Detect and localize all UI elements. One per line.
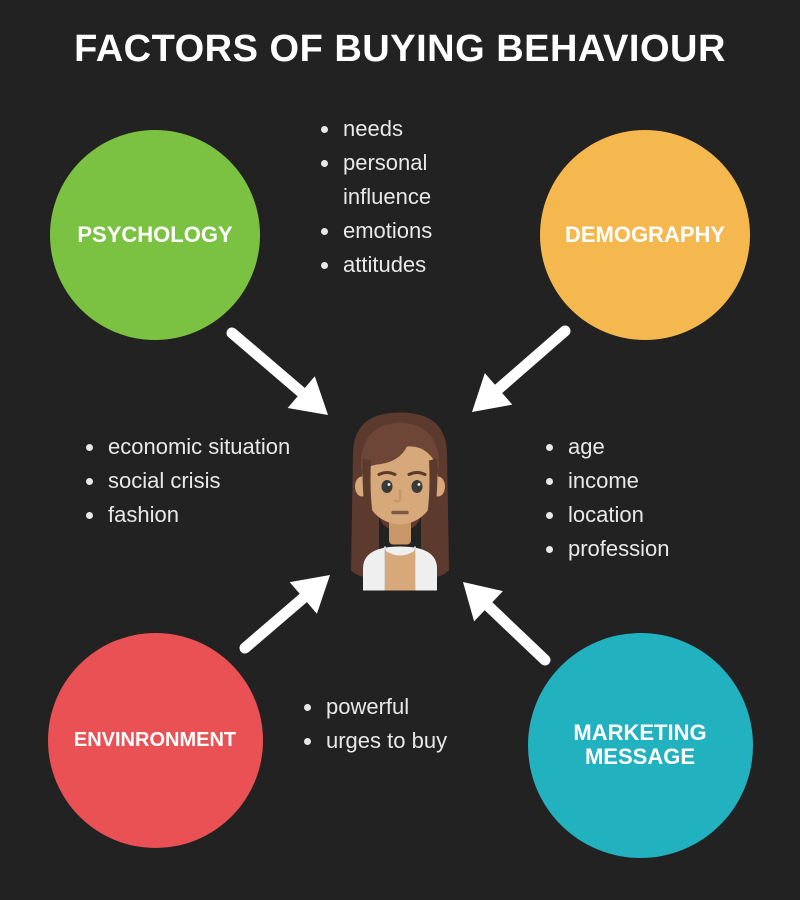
factor-list-psychology: needspersonal influenceemotionsattitudes bbox=[315, 112, 515, 282]
list-item: fashion bbox=[106, 498, 300, 532]
list-item: needs bbox=[341, 112, 515, 146]
factor-circle-psychology: PSYCHOLOGY bbox=[50, 130, 260, 340]
list-item: profession bbox=[566, 532, 740, 566]
factor-circle-environment: ENVINRONMENT bbox=[48, 633, 263, 848]
list-item: social crisis bbox=[106, 464, 300, 498]
factor-list-marketing: powerfulurges to buy bbox=[298, 690, 478, 758]
list-item: personal influence bbox=[341, 146, 515, 214]
factor-label-demography: DEMOGRAPHY bbox=[565, 223, 725, 247]
list-item: income bbox=[566, 464, 740, 498]
list-item: economic situation bbox=[106, 430, 300, 464]
list-item: emotions bbox=[341, 214, 515, 248]
list-item: age bbox=[566, 430, 740, 464]
factor-list-demography: ageincomelocationprofession bbox=[540, 430, 740, 566]
woman-icon bbox=[325, 401, 475, 591]
factor-circle-marketing: MARKETING MESSAGE bbox=[528, 633, 753, 858]
factor-label-marketing: MARKETING MESSAGE bbox=[538, 721, 743, 769]
avatar bbox=[325, 401, 475, 596]
factor-label-environment: ENVINRONMENT bbox=[74, 729, 236, 751]
list-item: urges to buy bbox=[324, 724, 478, 758]
factor-circle-demography: DEMOGRAPHY bbox=[540, 130, 750, 340]
page-title: FACTORS OF BUYING BEHAVIOUR bbox=[0, 28, 800, 71]
factor-list-environment: economic situationsocial crisisfashion bbox=[80, 430, 300, 532]
list-item: powerful bbox=[324, 690, 478, 724]
factor-label-psychology: PSYCHOLOGY bbox=[77, 223, 232, 247]
list-item: attitudes bbox=[341, 248, 515, 282]
list-item: location bbox=[566, 498, 740, 532]
